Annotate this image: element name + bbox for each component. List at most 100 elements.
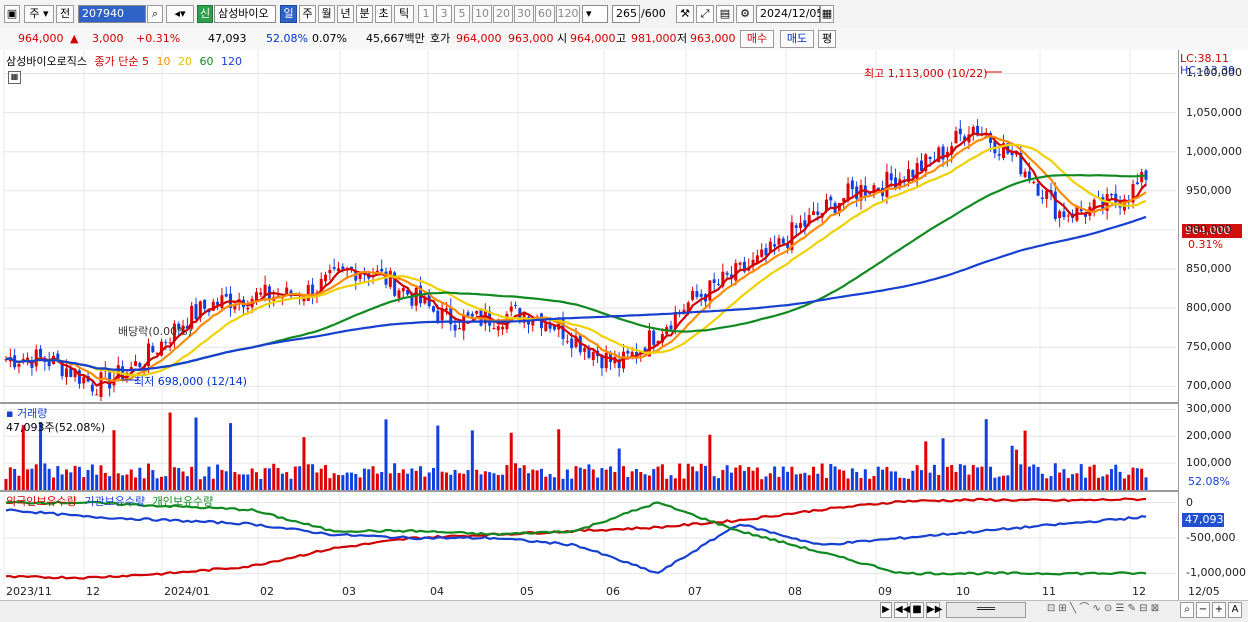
avg-button[interactable]: 평 bbox=[818, 30, 836, 48]
count-3[interactable]: 3 bbox=[436, 5, 452, 23]
volume-bar bbox=[207, 466, 211, 490]
count-dropdown[interactable]: ▾ bbox=[582, 5, 608, 23]
chart-area[interactable]: 삼성바이오로직스 종가 단순 5 10 20 60 120 ▦ LC:38.11… bbox=[0, 50, 1248, 621]
window-icon[interactable]: ▣ bbox=[4, 5, 20, 23]
volume-bar bbox=[824, 477, 828, 490]
count-5[interactable]: 5 bbox=[454, 5, 470, 23]
volume-bar bbox=[889, 471, 893, 490]
zoom-icon[interactable]: ⌕ bbox=[1180, 602, 1194, 618]
period-minute[interactable]: 분 bbox=[356, 5, 373, 23]
candle-body bbox=[444, 308, 448, 310]
candle-body bbox=[634, 352, 638, 357]
volume-bar bbox=[501, 474, 505, 490]
count-20[interactable]: 20 bbox=[493, 5, 513, 23]
period-year[interactable]: 년 bbox=[337, 5, 354, 23]
volume-bar bbox=[293, 466, 297, 490]
period-month[interactable]: 월 bbox=[318, 5, 335, 23]
volume-bar bbox=[337, 475, 340, 490]
count-120[interactable]: 120 bbox=[556, 5, 580, 23]
volume-bar bbox=[388, 473, 392, 490]
volume-bar bbox=[1079, 464, 1083, 490]
volume-bar bbox=[557, 429, 561, 490]
volume-bar bbox=[220, 469, 224, 490]
period-week[interactable]: 주 bbox=[299, 5, 316, 23]
volume-bar bbox=[1049, 476, 1053, 490]
period-tick[interactable]: 틱 bbox=[394, 5, 414, 23]
candle-body bbox=[26, 357, 30, 361]
candle-body bbox=[440, 308, 444, 321]
candle-body bbox=[95, 394, 99, 396]
draw-tool-icon[interactable]: ⤢ bbox=[696, 5, 714, 23]
volume-bar bbox=[820, 463, 824, 490]
volume-bar bbox=[414, 470, 418, 490]
drawing-tools[interactable]: ⊡ ⊞ ╲ ⌒ ∿ ⊙ ☰ ✎ ⊟ ⊠ bbox=[1046, 603, 1160, 614]
volume-bar bbox=[181, 471, 185, 490]
speaker-icon[interactable]: ◂▾ bbox=[166, 5, 194, 23]
volume-bar bbox=[919, 470, 923, 490]
count-30[interactable]: 30 bbox=[514, 5, 534, 23]
candle-body bbox=[1036, 183, 1040, 196]
candle-body bbox=[129, 367, 133, 371]
volume-bar bbox=[375, 473, 379, 490]
count-60[interactable]: 60 bbox=[535, 5, 555, 23]
stop-icon[interactable]: ■ bbox=[910, 602, 924, 618]
count-1[interactable]: 1 bbox=[418, 5, 434, 23]
volume-bar bbox=[902, 478, 906, 490]
volume-bar bbox=[349, 472, 353, 490]
volume-bar bbox=[69, 472, 73, 490]
price-axis bbox=[1178, 50, 1248, 600]
chart-canvas[interactable] bbox=[0, 50, 1248, 621]
volume-bar bbox=[1084, 477, 1088, 490]
candle-body bbox=[406, 290, 410, 295]
panel-divider[interactable] bbox=[0, 402, 1178, 404]
candle-body bbox=[319, 278, 323, 292]
scroll-slider[interactable]: ═══ bbox=[946, 602, 1026, 618]
chart-settings-icon[interactable]: ⚒ bbox=[676, 5, 694, 23]
volume-bar bbox=[449, 474, 453, 490]
period-second[interactable]: 초 bbox=[375, 5, 392, 23]
count-10[interactable]: 10 bbox=[472, 5, 492, 23]
stock-name-field[interactable]: 삼성바이오 bbox=[214, 5, 276, 23]
plus-icon[interactable]: + bbox=[1212, 602, 1226, 618]
minus-icon[interactable]: − bbox=[1196, 602, 1210, 618]
volume-bar bbox=[103, 472, 107, 490]
candle-body bbox=[164, 342, 168, 344]
volume-bar bbox=[669, 475, 673, 490]
date-axis-tick: 08 bbox=[788, 585, 802, 598]
code-input[interactable]: 207940 bbox=[78, 5, 146, 23]
sell-button[interactable]: 매도 bbox=[780, 30, 814, 48]
gear-icon[interactable]: ⚙ bbox=[736, 5, 754, 23]
volume-bar bbox=[457, 473, 461, 490]
volume-bar bbox=[436, 425, 440, 490]
candle-body bbox=[56, 353, 60, 361]
date-axis-tick: 09 bbox=[878, 585, 892, 598]
candle-body bbox=[812, 211, 815, 215]
panel-divider[interactable] bbox=[0, 490, 1178, 492]
prev-button[interactable]: 전 bbox=[56, 5, 74, 23]
font-size-icon[interactable]: A bbox=[1228, 602, 1242, 618]
volume-bar bbox=[997, 476, 1001, 490]
range-input[interactable]: 265 bbox=[612, 5, 640, 23]
volume-bar bbox=[742, 470, 746, 490]
volume-bar bbox=[250, 468, 254, 490]
play-icon[interactable]: ▶ bbox=[880, 602, 892, 618]
date-axis-tick: 12 bbox=[86, 585, 100, 598]
volume-bar bbox=[1105, 474, 1109, 490]
calendar-icon[interactable]: ▦ bbox=[820, 5, 834, 23]
candle-body bbox=[915, 163, 919, 181]
forward-icon[interactable]: ▶▶ bbox=[926, 602, 942, 618]
rewind-icon[interactable]: ◀◀ bbox=[894, 602, 910, 618]
date-input[interactable]: 2024/12/05 bbox=[756, 5, 823, 23]
volume-bar bbox=[717, 478, 720, 490]
grid-toggle-icon[interactable]: ▦ bbox=[8, 71, 21, 84]
candle-body bbox=[211, 301, 215, 311]
market-select[interactable]: 주 ▾ bbox=[24, 5, 54, 23]
candle-body bbox=[453, 324, 457, 331]
candle-body bbox=[190, 305, 194, 329]
buy-button[interactable]: 매수 bbox=[740, 30, 774, 48]
search-icon[interactable]: ⌕ bbox=[147, 5, 163, 23]
period-day[interactable]: 일 bbox=[280, 5, 297, 23]
volume-bar bbox=[712, 476, 716, 490]
save-icon[interactable]: ▤ bbox=[716, 5, 734, 23]
candle-body bbox=[660, 334, 664, 343]
